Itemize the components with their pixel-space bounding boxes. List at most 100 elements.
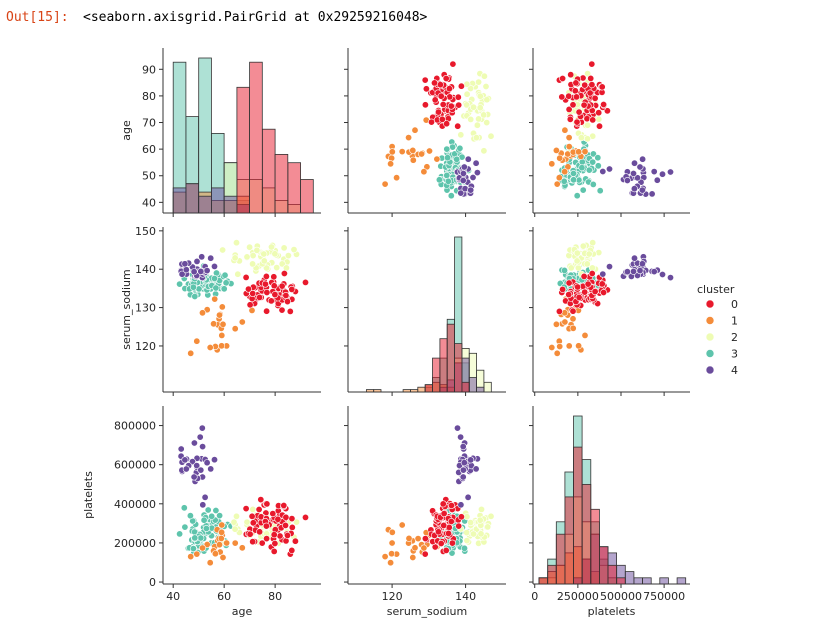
scatter-point bbox=[588, 269, 596, 277]
scatter-point bbox=[483, 119, 491, 127]
scatter-point bbox=[189, 283, 197, 291]
scatter-point bbox=[487, 132, 495, 140]
scatter-point bbox=[460, 163, 468, 171]
scatter-point bbox=[388, 148, 396, 156]
scatter-point bbox=[420, 168, 428, 176]
scatter-point bbox=[459, 177, 467, 185]
scatter-point bbox=[585, 166, 593, 174]
scatter-point bbox=[190, 268, 198, 276]
scatter-point bbox=[567, 71, 575, 79]
histogram-bar bbox=[249, 61, 263, 214]
scatter-point bbox=[405, 134, 413, 142]
scatter-point bbox=[208, 512, 216, 520]
scatter-point bbox=[421, 550, 429, 558]
scatter-point bbox=[411, 544, 419, 552]
scatter-point bbox=[484, 523, 492, 531]
scatter-point bbox=[560, 266, 568, 274]
scatter-point bbox=[178, 270, 186, 278]
scatter-point bbox=[567, 264, 575, 272]
scatter-point bbox=[472, 465, 480, 473]
scatter-point bbox=[301, 513, 309, 521]
histogram-bar bbox=[483, 381, 492, 393]
scatter-point bbox=[196, 433, 204, 441]
histogram-bar bbox=[373, 389, 382, 393]
scatter-point bbox=[280, 501, 288, 509]
scatter-point bbox=[477, 530, 485, 538]
scatter-point bbox=[560, 177, 568, 185]
scatter-point bbox=[565, 92, 573, 100]
histogram-bar bbox=[607, 564, 618, 585]
scatter-point bbox=[216, 311, 224, 319]
scatter-point bbox=[388, 550, 396, 558]
scatter-point bbox=[182, 465, 190, 473]
scatter-point bbox=[223, 539, 231, 547]
scatter-point bbox=[575, 148, 583, 156]
scatter-point bbox=[231, 539, 239, 547]
scatter-point bbox=[460, 544, 468, 552]
scatter-point bbox=[444, 177, 452, 185]
scatter-point bbox=[437, 92, 445, 100]
scatter-point bbox=[575, 342, 583, 350]
scatter-point bbox=[211, 456, 219, 464]
scatter-point bbox=[388, 154, 396, 162]
scatter-panel-platelets-vs-age bbox=[176, 424, 309, 567]
histogram-bar bbox=[468, 377, 477, 393]
scatter-point bbox=[440, 510, 448, 518]
scatter-point bbox=[591, 94, 599, 102]
scatter-point bbox=[565, 143, 573, 151]
y-tick-label: 150 bbox=[135, 225, 156, 238]
scatter-point bbox=[480, 72, 488, 80]
histogram-bar bbox=[633, 577, 643, 585]
scatter-point bbox=[598, 280, 606, 288]
scatter-point bbox=[291, 537, 299, 545]
scatter-point bbox=[630, 159, 638, 167]
scatter-point bbox=[448, 539, 456, 547]
scatter-point bbox=[267, 297, 275, 305]
scatter-point bbox=[257, 496, 265, 504]
scatter-point bbox=[581, 81, 589, 89]
scatter-point bbox=[594, 162, 602, 170]
scatter-point bbox=[573, 257, 581, 265]
scatter-point bbox=[180, 504, 188, 512]
scatter-point bbox=[242, 273, 250, 281]
histogram-bar bbox=[476, 386, 485, 393]
scatter-point bbox=[176, 530, 184, 538]
scatter-point bbox=[457, 433, 465, 441]
scatter-point bbox=[578, 164, 586, 172]
scatter-point bbox=[565, 105, 573, 113]
scatter-point bbox=[242, 505, 250, 513]
scatter-point bbox=[445, 85, 453, 93]
scatter-point bbox=[420, 544, 428, 552]
scatter-point bbox=[197, 534, 205, 542]
scatter-point bbox=[623, 177, 631, 185]
scatter-point bbox=[447, 517, 455, 525]
scatter-point bbox=[176, 280, 184, 288]
histogram-bar bbox=[198, 57, 212, 214]
scatter-point bbox=[569, 170, 577, 178]
scatter-point bbox=[262, 264, 270, 272]
scatter-point bbox=[249, 519, 257, 527]
histogram-bar bbox=[564, 496, 574, 585]
scatter-point bbox=[443, 120, 451, 128]
scatter-point bbox=[211, 295, 219, 303]
scatter-point bbox=[556, 154, 564, 162]
histogram-panel-age bbox=[172, 57, 314, 214]
scatter-point bbox=[262, 272, 270, 280]
scatter-point bbox=[600, 288, 608, 296]
scatter-point bbox=[594, 154, 602, 162]
scatter-point bbox=[603, 107, 611, 115]
y-axis-label: serum_sodium bbox=[120, 269, 133, 349]
histogram-bar bbox=[365, 389, 375, 393]
histogram-bar bbox=[439, 338, 448, 393]
scatter-point bbox=[459, 170, 467, 178]
scatter-point bbox=[585, 250, 593, 258]
scatter-point bbox=[629, 267, 637, 275]
histogram-bar bbox=[432, 357, 441, 393]
scatter-point bbox=[589, 116, 597, 124]
scatter-point bbox=[564, 163, 572, 171]
scatter-point bbox=[212, 506, 220, 514]
scatter-panel-serum_sodium-vs-platelets bbox=[548, 239, 674, 357]
scatter-point bbox=[263, 307, 271, 315]
scatter-point bbox=[575, 293, 583, 301]
scatter-point bbox=[425, 147, 433, 155]
